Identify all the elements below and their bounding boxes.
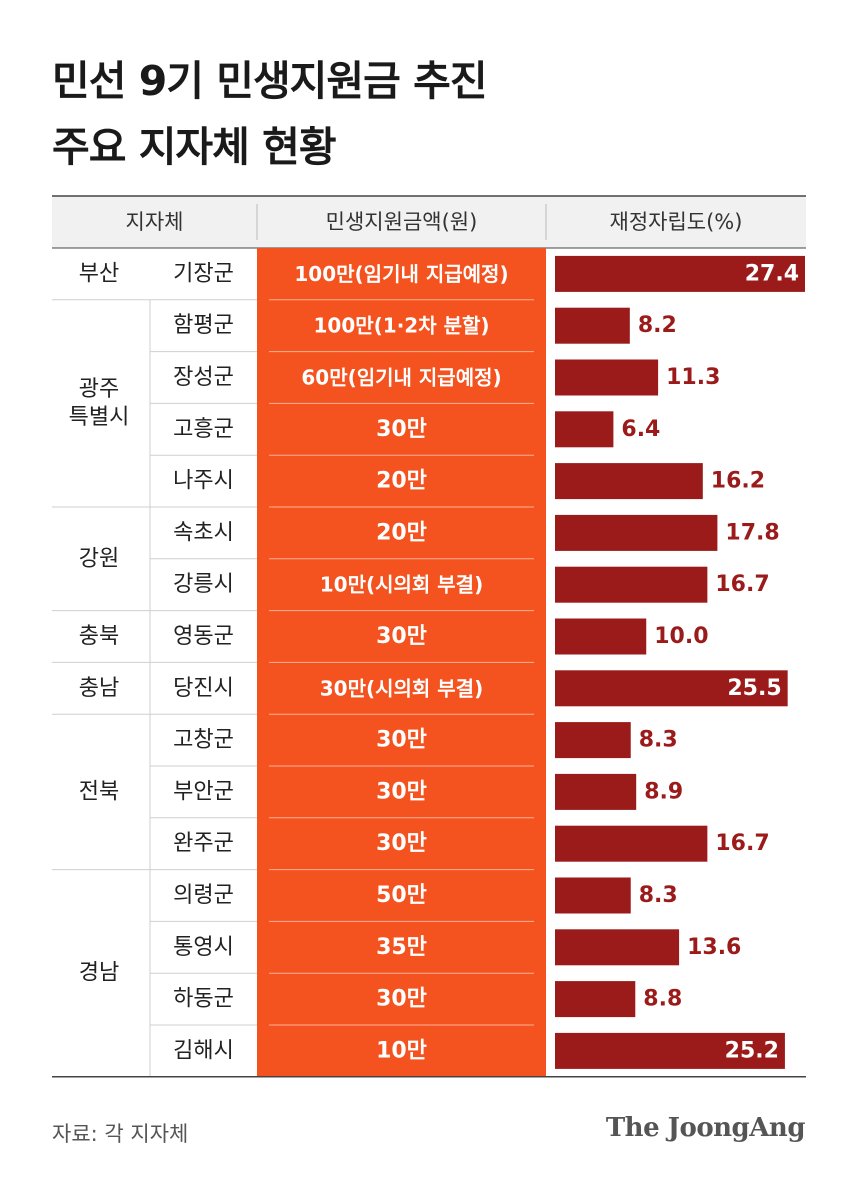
amount-label: 50만 [376,883,427,908]
amount-label: 10만(시의회 부결) [320,573,483,597]
fiscal-bar [555,411,614,448]
district-label: 김해시 [173,1038,234,1063]
amount-label: 10만 [376,1038,427,1063]
fiscal-value-label: 8.2 [638,313,677,338]
amount-label: 20만 [376,520,427,545]
district-label: 기장군 [173,261,234,286]
district-label: 의령군 [173,883,234,908]
district-label: 함평군 [173,313,234,338]
fiscal-bar [555,981,636,1018]
amount-label: 30만 [376,624,427,649]
fiscal-bar [555,773,637,810]
fiscal-bar [555,825,708,862]
fiscal-bar [555,1032,785,1069]
amount-label: 30만(시의회 부결) [320,676,483,700]
region-label: 광주 [79,377,119,402]
fiscal-bar [555,255,805,292]
fiscal-value-label: 8.8 [643,987,682,1012]
fiscal-value-label: 11.3 [666,365,720,390]
fiscal-value-label: 17.8 [725,520,779,545]
fiscal-value-label: 25.2 [725,1038,779,1063]
fiscal-bar [555,514,718,551]
fiscal-value-label: 8.9 [644,779,683,804]
fiscal-bar [555,670,788,707]
region-label: 부산 [79,261,119,286]
amount-label: 30만 [376,987,427,1012]
district-label: 부안군 [173,779,234,804]
fiscal-value-label: 8.3 [639,728,678,753]
amount-label: 20만 [376,469,427,494]
amount-label: 30만 [376,728,427,753]
fiscal-bar [555,359,659,396]
amount-label: 100만(임기내 지급예정) [294,262,508,286]
district-label: 강릉시 [173,572,234,597]
region-label: 충북 [79,624,119,649]
fiscal-bar [555,566,708,603]
fiscal-value-label: 16.7 [715,572,769,597]
chart-title: 민선 9기 민생지원금 추진 주요 지자체 현황 [52,48,488,180]
column-header: 재정자립도(%) [610,210,743,234]
district-label: 속초시 [173,520,234,545]
region-label: 특별시 [69,405,130,430]
district-label: 고흥군 [173,417,234,442]
fiscal-value-label: 25.5 [727,676,781,701]
title-line-2: 주요 지자체 현황 [52,123,337,171]
amount-label: 30만 [376,779,427,804]
fiscal-value-label: 16.2 [711,469,765,494]
title-line-1: 민선 9기 민생지원금 추진 [52,57,488,105]
header-background [52,196,806,248]
fiscal-bar [555,929,680,966]
district-label: 고창군 [173,728,234,753]
district-label: 당진시 [173,676,234,701]
fiscal-value-label: 16.7 [715,831,769,856]
fiscal-value-label: 6.4 [621,417,660,442]
column-header: 지자체 [126,210,184,234]
amount-label: 35만 [376,935,427,960]
fiscal-bar [555,463,703,500]
district-label: 영동군 [173,624,234,649]
publisher-logo: The JoongAng [605,1113,806,1143]
amount-label: 30만 [376,831,427,856]
amount-label: 30만 [376,417,427,442]
region-label: 전북 [79,779,119,804]
source-note: 자료: 각 지자체 [52,1122,189,1146]
fiscal-bar [555,722,631,759]
fiscal-bar [555,618,647,655]
fiscal-value-label: 10.0 [654,624,708,649]
region-label: 강원 [79,546,119,571]
column-header: 민생지원금액(원) [326,210,478,234]
district-label: 통영시 [173,935,234,960]
region-label: 경남 [79,961,119,986]
fiscal-bar [555,877,631,914]
fiscal-value-label: 27.4 [745,261,799,286]
fiscal-bar [555,307,630,344]
district-label: 완주군 [173,831,234,856]
district-label: 하동군 [173,987,234,1012]
amount-label: 60만(임기내 지급예정) [301,366,501,390]
district-label: 나주시 [173,469,234,494]
district-label: 장성군 [173,365,234,390]
fiscal-value-label: 13.6 [687,935,741,960]
amount-label: 100만(1·2차 분할) [313,314,489,338]
fiscal-value-label: 8.3 [639,883,678,908]
region-label: 충남 [79,676,119,701]
